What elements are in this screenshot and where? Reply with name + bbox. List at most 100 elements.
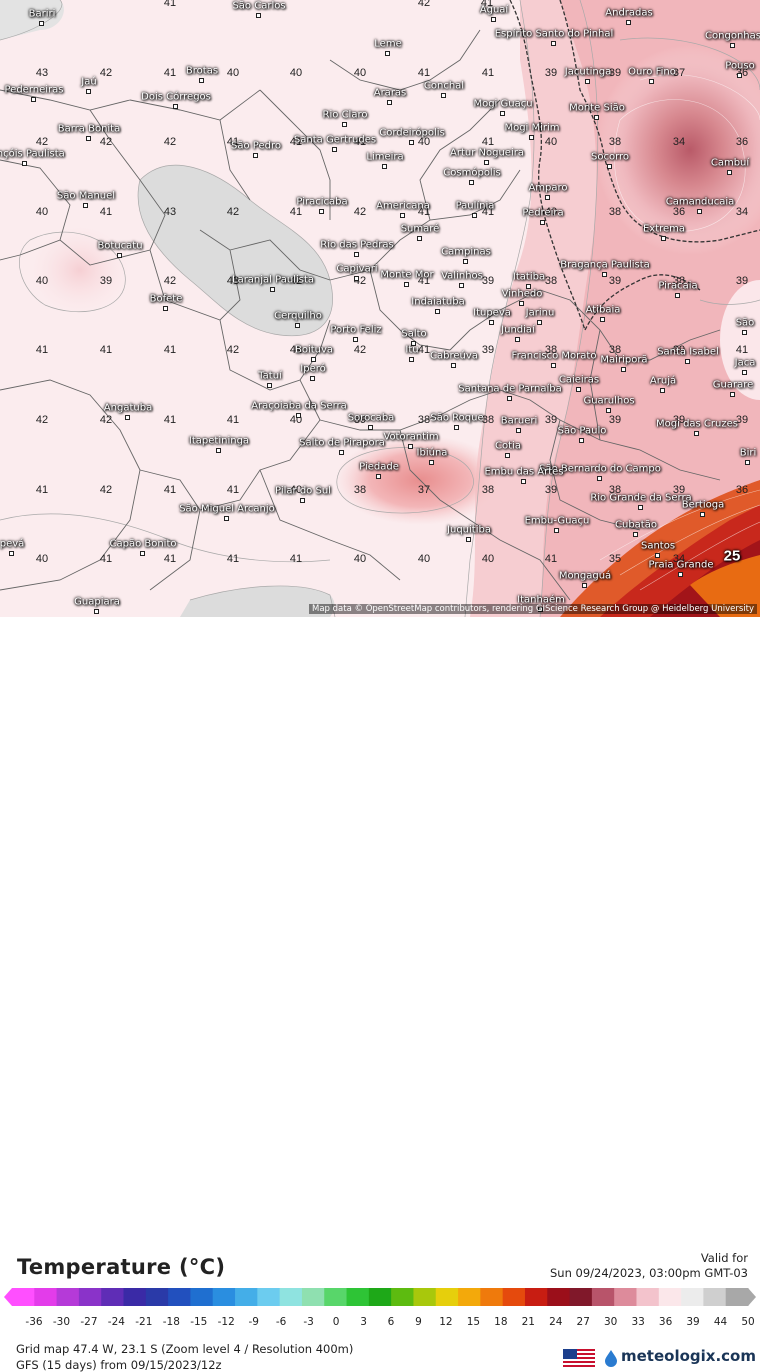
city-label[interactable]: Piracicaba [296,196,348,208]
city-label[interactable]: Aguaí [479,4,509,16]
city-label[interactable]: Leme [374,38,402,50]
city-label[interactable]: Pouso [725,60,755,72]
city-label[interactable]: Jaú [81,76,97,88]
city-label[interactable]: Atibaia [585,304,621,316]
city-label[interactable]: Piracaia [658,280,698,292]
city-label[interactable]: Itupeva [473,307,511,319]
city-label[interactable]: Pederneiras [4,84,64,96]
city-label[interactable]: Salto [401,328,427,340]
city-label[interactable]: Cerquilho [274,310,322,322]
city-label[interactable]: Barra Bonita [57,123,121,135]
city-label[interactable]: Jundiaí [501,324,535,336]
city-label[interactable]: Laranjal Paulista [231,274,315,286]
temperature-map[interactable]: 41 41 42 43 42 41 40 40 40 41 41 39 39 37 36 42 42 42 41 41… [0,0,760,618]
city-label[interactable]: Ouro Fino [628,66,676,78]
city-label[interactable]: Bariri [28,8,56,20]
city-label[interactable]: Dois Córregos [141,91,211,103]
brand-name[interactable]: meteologix.com [621,1347,756,1365]
city-label[interactable]: Santana de Parnaíba [458,383,562,395]
city-label[interactable]: Votorantim [383,431,439,443]
city-label[interactable]: Itapetininga [188,435,250,447]
city-label[interactable]: São Manuel [56,190,116,202]
city-label[interactable]: Mogi Mirim [504,122,560,134]
city-label[interactable]: Cambuí [710,157,750,169]
city-label[interactable]: Cosmópolis [443,167,501,179]
city-label[interactable]: Pedreira [522,207,564,219]
city-label[interactable]: Bertioga [681,499,725,511]
city-label[interactable]: Biri [739,447,757,459]
city-label[interactable]: Camanducaia [665,196,735,208]
city-label[interactable]: São Carlos [232,0,286,12]
city-label[interactable]: Ibiúna [416,447,448,459]
city-label[interactable]: Cabreúva [430,350,478,362]
city-label[interactable]: Itatiba [512,271,546,283]
city-label[interactable]: Capivari [336,263,378,275]
city-label[interactable]: Tatuí [258,370,282,382]
city-label[interactable]: Mongaguá [558,570,612,582]
city-label[interactable]: Praia Grande [648,559,714,571]
city-label[interactable]: Capão Bonito [109,538,177,550]
city-label[interactable]: Monte Mor [380,269,434,281]
city-label[interactable]: Limeira [366,151,404,163]
city-label[interactable]: Embu das Artes [484,466,564,478]
city-label[interactable]: Cotia [495,440,521,452]
city-label[interactable]: pevá [0,538,25,550]
city-label[interactable]: Americana [376,200,430,212]
city-label[interactable]: Juquitiba [447,524,491,536]
city-label[interactable]: Pilar do Sul [275,485,331,497]
city-label[interactable]: Porto Feliz [330,324,382,336]
city-label[interactable]: São Bernardo do Campo [539,463,661,475]
city-label[interactable]: Salto de Pirapora [299,437,385,449]
city-label[interactable]: Jaca [734,357,756,369]
city-label[interactable]: Guarare [712,379,754,391]
city-label[interactable]: São Paulo [557,425,607,437]
city-label[interactable]: Conchal [423,80,465,92]
city-label[interactable]: Paulínia [455,200,495,212]
city-label[interactable]: Brotas [185,65,219,77]
city-label[interactable]: Jarinu [525,307,555,319]
city-label[interactable]: Bofete [149,293,183,305]
city-label[interactable]: Botucatu [97,240,143,252]
city-label[interactable]: Indaiatuba [411,296,465,308]
city-label[interactable]: Vinhedo [501,288,543,300]
city-label[interactable]: Artur Nogueira [450,147,524,159]
city-label[interactable]: Congonhas [705,30,760,42]
city-label[interactable]: Caieiras [558,374,600,386]
city-label[interactable]: Campinas [441,246,491,258]
city-label[interactable]: Lençóis Paulista [0,148,65,160]
city-label[interactable]: Boituva [294,344,334,356]
city-label[interactable]: Andradas [605,7,653,19]
city-label[interactable]: Sumaré [400,223,440,235]
city-label[interactable]: Araçoiaba da Serra [251,400,347,412]
city-label[interactable]: Rio Claro [322,109,368,121]
city-label[interactable]: Barueri [500,415,538,427]
city-label[interactable]: Guarulhos [583,395,635,407]
city-label[interactable]: Santos [640,540,676,552]
city-label[interactable]: Piedade [359,461,399,473]
city-label[interactable]: Monte Sião [569,102,625,114]
city-label[interactable]: Cordeirópolis [379,127,445,139]
city-label[interactable]: Amparo [528,182,568,194]
city-label[interactable]: São Pedro [231,140,281,152]
city-label[interactable]: Guapiara [74,596,120,608]
city-label[interactable]: São Miguel Arcanjo [179,503,275,515]
city-label[interactable]: Rio Grande da Serra [590,492,692,504]
city-label[interactable]: Itanhaém [517,594,565,606]
city-label[interactable]: Francisco Morato [511,350,597,362]
city-label[interactable]: Mogi das Cruzes [656,418,738,430]
city-label[interactable]: Bragança Paulista [560,259,650,271]
city-label[interactable]: Valinhos [441,270,483,282]
city-label[interactable]: Iperó [300,363,326,375]
city-label[interactable]: Extrema [642,223,686,235]
city-label[interactable]: Angatuba [103,402,153,414]
city-label[interactable]: São Roque [430,412,484,424]
city-label[interactable]: Itu [405,344,419,356]
city-label[interactable]: Socorro [590,151,630,163]
city-label[interactable]: Santa Isabel [657,346,719,358]
city-label[interactable]: Araras [373,87,407,99]
city-label[interactable]: Mairiporã [600,354,648,366]
city-label[interactable]: Rio das Pedras [320,239,394,251]
city-label[interactable]: Espírito Santo do Pinhal [494,28,614,40]
city-label[interactable]: Cubatão [615,519,657,531]
us-flag-icon[interactable] [563,1349,595,1367]
